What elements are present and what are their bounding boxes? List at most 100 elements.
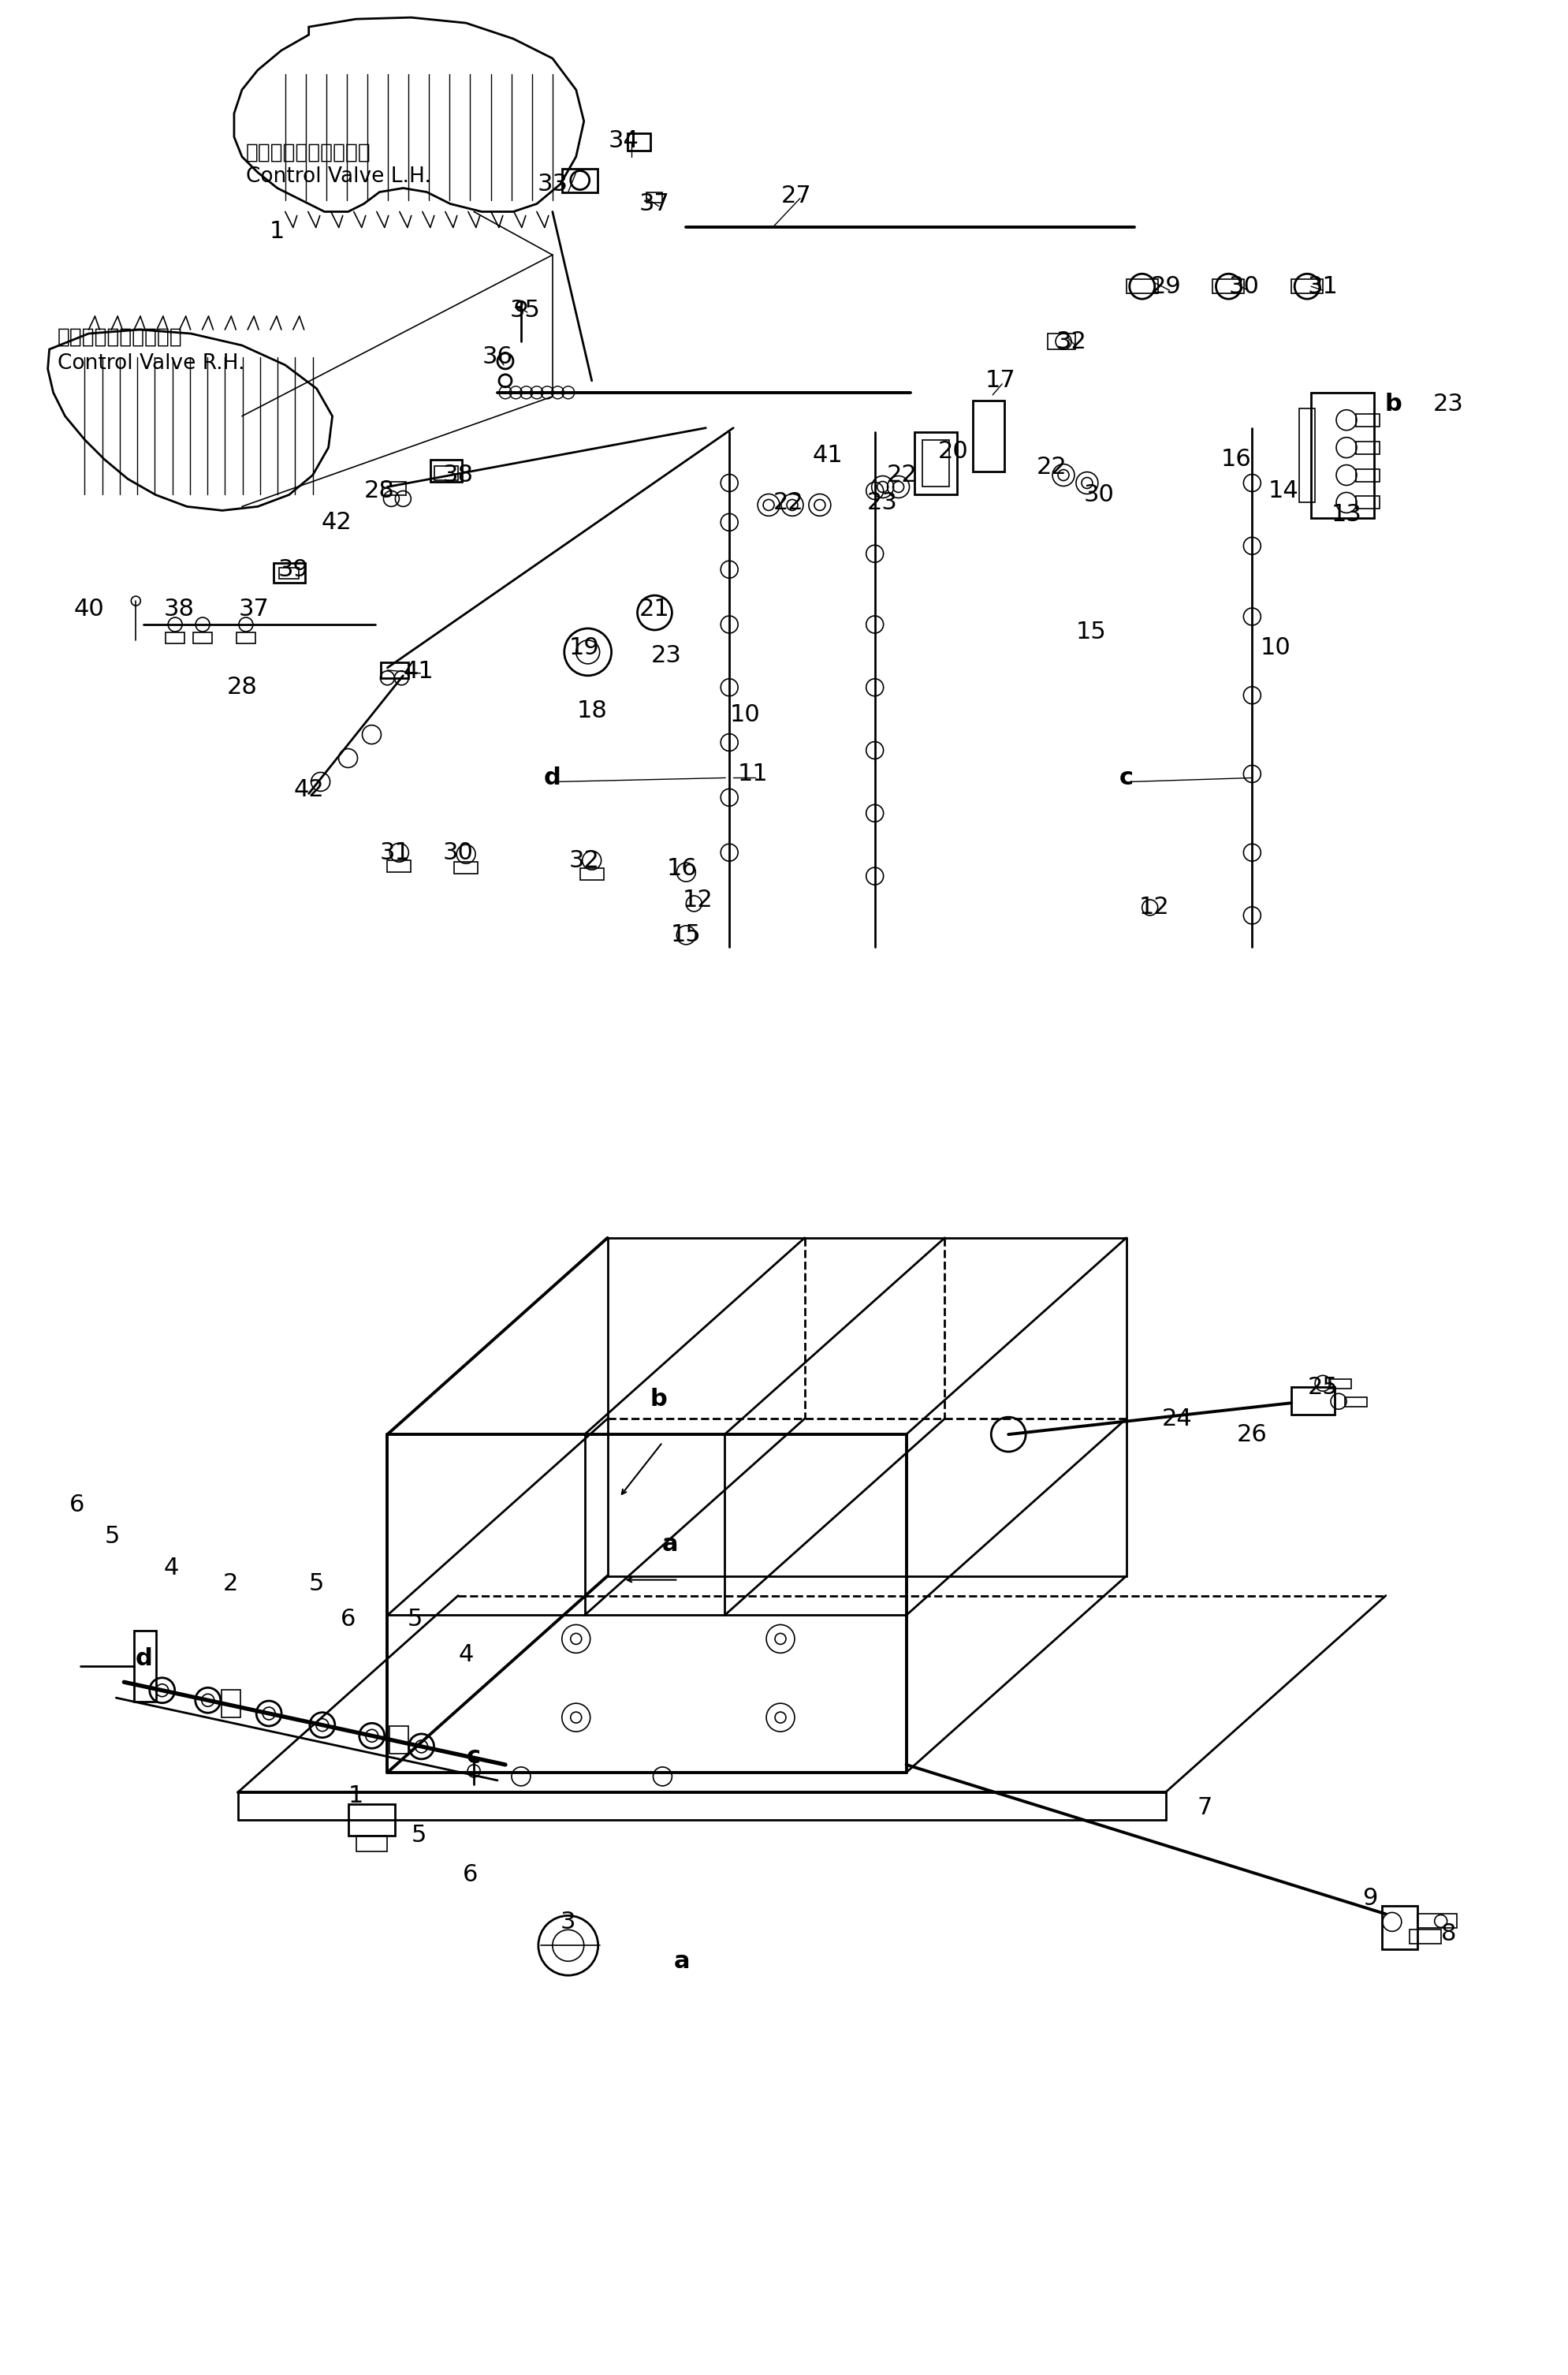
Text: 39: 39	[278, 558, 309, 582]
Text: 6: 6	[340, 1608, 356, 1632]
Text: 10: 10	[729, 703, 760, 727]
Text: 23: 23	[651, 644, 682, 667]
Text: 5: 5	[411, 1824, 426, 1848]
Bar	[434, 465, 458, 480]
Text: 5: 5	[105, 1525, 119, 1548]
Text: 41: 41	[403, 660, 434, 684]
Text: b: b	[651, 1387, 668, 1411]
Text: 3: 3	[560, 1910, 575, 1933]
Text: 22: 22	[1036, 456, 1066, 480]
Text: 19: 19	[569, 636, 599, 660]
Bar	[1300, 408, 1316, 503]
Text: 40: 40	[74, 598, 103, 620]
Text: 22: 22	[887, 463, 917, 487]
Text: 37: 37	[238, 598, 270, 620]
Text: a: a	[674, 1950, 690, 1974]
Text: 30: 30	[442, 841, 474, 865]
Text: 6: 6	[463, 1864, 478, 1886]
Text: 10: 10	[1261, 636, 1290, 660]
Text: 9: 9	[1363, 1886, 1378, 1910]
Text: c: c	[1120, 767, 1134, 788]
Bar	[580, 869, 604, 881]
Text: コントロールバルブ右: コントロールバルブ右	[56, 328, 182, 347]
Text: 12: 12	[682, 888, 713, 912]
Bar	[431, 458, 463, 482]
Text: 36: 36	[481, 347, 513, 368]
Text: 27: 27	[781, 185, 812, 207]
Text: 14: 14	[1269, 480, 1298, 501]
Text: 30: 30	[1229, 276, 1259, 297]
Text: 4: 4	[163, 1556, 179, 1579]
Text: 35: 35	[510, 299, 541, 321]
Text: 16: 16	[1221, 449, 1251, 470]
Bar	[1345, 1396, 1367, 1406]
Bar	[1292, 280, 1323, 294]
Bar	[914, 432, 958, 494]
Bar	[279, 568, 298, 580]
Text: 37: 37	[640, 192, 670, 216]
Bar	[922, 439, 950, 487]
Bar	[1381, 1907, 1417, 1950]
Text: 15: 15	[1076, 620, 1107, 644]
Text: Control Valve L.H.: Control Valve L.H.	[246, 166, 431, 188]
Bar	[974, 401, 1005, 470]
Text: 38: 38	[442, 463, 474, 487]
Bar	[166, 632, 185, 644]
Bar	[455, 862, 478, 874]
Text: 21: 21	[640, 598, 670, 620]
Text: 33: 33	[538, 173, 568, 195]
Bar	[348, 1805, 395, 1836]
Text: b: b	[1385, 392, 1402, 416]
Bar	[561, 169, 597, 192]
Bar	[1212, 280, 1245, 294]
Text: 41: 41	[812, 444, 844, 468]
Text: 22: 22	[773, 492, 803, 513]
Text: 17: 17	[985, 368, 1016, 392]
Text: d: d	[135, 1648, 152, 1670]
Text: d: d	[544, 767, 561, 788]
Text: 32: 32	[569, 848, 599, 872]
Text: 18: 18	[577, 701, 607, 722]
Text: 6: 6	[69, 1494, 85, 1518]
Bar	[1126, 280, 1157, 294]
Text: 7: 7	[1198, 1796, 1212, 1819]
Bar	[1311, 392, 1374, 518]
Text: 30: 30	[1083, 484, 1115, 506]
Text: 28: 28	[364, 480, 395, 501]
Bar	[383, 482, 406, 496]
Bar	[237, 632, 256, 644]
Text: 42: 42	[321, 511, 351, 534]
Text: 5: 5	[309, 1572, 325, 1596]
Bar	[1292, 1387, 1334, 1415]
Text: 32: 32	[1055, 330, 1087, 354]
Bar	[1047, 333, 1076, 349]
Text: 42: 42	[293, 779, 325, 800]
Text: a: a	[662, 1532, 679, 1556]
Text: 25: 25	[1308, 1375, 1338, 1399]
Text: 16: 16	[666, 857, 698, 879]
Bar	[1356, 413, 1380, 427]
Text: 1: 1	[270, 221, 285, 242]
Text: 8: 8	[1441, 1921, 1457, 1945]
Text: 11: 11	[737, 762, 768, 786]
Text: 31: 31	[379, 841, 411, 865]
Bar	[221, 1689, 240, 1717]
Bar	[1356, 468, 1380, 482]
Text: コントロールバルブ左: コントロールバルブ左	[246, 142, 372, 164]
Text: 24: 24	[1162, 1408, 1193, 1430]
Bar	[627, 133, 651, 150]
Text: 38: 38	[163, 598, 194, 620]
Text: 23: 23	[1433, 392, 1465, 416]
Text: 15: 15	[671, 924, 701, 948]
Bar	[273, 563, 304, 582]
Text: 34: 34	[608, 131, 638, 152]
Text: 20: 20	[938, 439, 969, 463]
Text: 5: 5	[408, 1608, 422, 1632]
Text: 4: 4	[458, 1643, 474, 1665]
Bar	[648, 192, 663, 202]
Bar	[193, 632, 212, 644]
Text: 29: 29	[1151, 276, 1181, 297]
Text: 23: 23	[867, 492, 898, 513]
Bar	[1330, 1380, 1352, 1389]
Bar	[1356, 442, 1380, 454]
